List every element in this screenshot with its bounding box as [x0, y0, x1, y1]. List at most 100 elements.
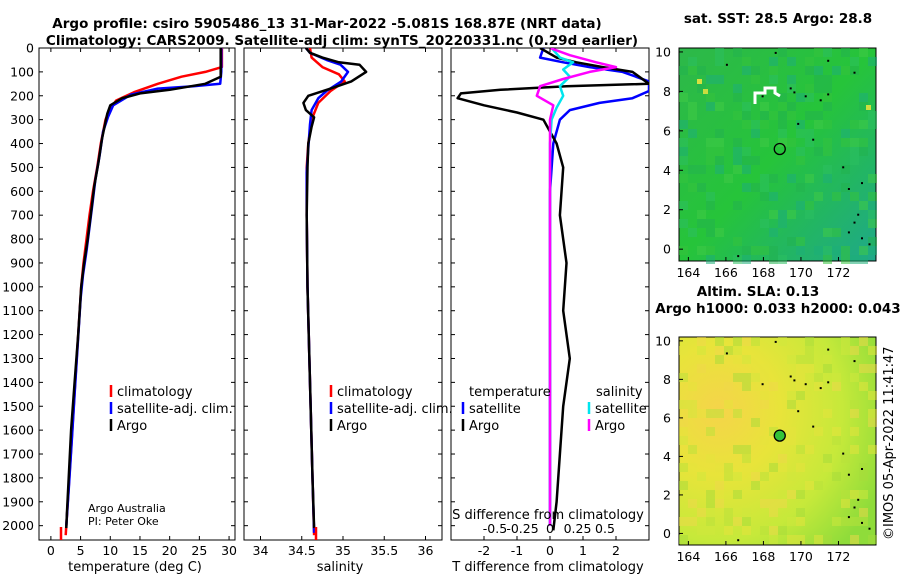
map-x-tick-label: 168	[751, 549, 775, 564]
sla-texture-cell	[733, 337, 742, 346]
sla-texture-cell	[751, 472, 760, 481]
sst-texture-cell	[706, 75, 715, 84]
sst-texture-cell	[688, 228, 697, 237]
sla-texture-cell	[841, 499, 850, 508]
sla-texture-cell	[706, 427, 715, 436]
sla-texture-cell	[787, 436, 796, 445]
sla-texture-cell	[850, 535, 859, 544]
sst-texture-cell	[733, 48, 742, 57]
series-line-argo	[302, 48, 368, 529]
sla-texture-cell	[805, 481, 814, 490]
coast-dot	[853, 221, 856, 224]
sla-texture-cell	[859, 337, 868, 346]
sst-texture-cell	[805, 138, 814, 147]
map-y-tick-label: 6	[663, 123, 671, 138]
sst-texture-cell	[706, 138, 715, 147]
sst-texture-cell	[787, 75, 796, 84]
y-tick-label: 500	[10, 160, 34, 175]
sst-texture-cell	[868, 192, 877, 201]
x-tick-label: 5	[77, 543, 85, 558]
sst-texture-cell	[805, 57, 814, 66]
sla-texture-cell	[697, 472, 706, 481]
sla-texture-cell	[697, 346, 706, 355]
sst-texture-cell	[769, 174, 778, 183]
sst-texture-cell	[679, 156, 688, 165]
map-y-tick-label: 8	[663, 372, 671, 387]
sla-texture-cell	[751, 337, 760, 346]
sst-texture-cell	[805, 84, 814, 93]
y-tick-label: 1100	[2, 303, 34, 318]
difference-xlabel: T difference from climatology	[451, 560, 644, 575]
sla-texture-cell	[679, 517, 688, 526]
sla-texture-cell	[751, 418, 760, 427]
sst-texture-cell	[715, 48, 724, 57]
coast-dot	[842, 166, 845, 169]
y-tick-label: 600	[10, 184, 34, 199]
sla-texture-cell	[796, 517, 805, 526]
sst-texture-cell	[841, 165, 850, 174]
y-tick-label: 700	[10, 208, 34, 223]
sst-texture-cell	[796, 183, 805, 192]
sst-texture-cell	[706, 219, 715, 228]
y-tick-label: 800	[10, 232, 34, 247]
map-x-tick-label: 170	[789, 265, 813, 280]
y-tick-label: 1800	[2, 470, 34, 485]
x-tick-label: -1	[511, 543, 523, 558]
sst-texture-cell	[715, 102, 724, 111]
sst-texture-cell	[769, 192, 778, 201]
x-tick-label: 15	[132, 543, 148, 558]
sst-texture-cell	[787, 210, 796, 219]
sla-profile-marker	[773, 429, 786, 442]
sla-texture-cell	[697, 364, 706, 373]
coast-dot	[857, 498, 860, 501]
sst-texture-cell	[841, 246, 850, 255]
sst-texture-cell	[715, 57, 724, 66]
coast-dot	[853, 71, 856, 74]
sla-texture-cell	[724, 472, 733, 481]
sla-texture-cell	[769, 463, 778, 472]
sst-texture-cell	[796, 237, 805, 246]
sla-texture-cell	[787, 535, 796, 544]
sst-texture-cell	[868, 111, 877, 120]
sst-texture-cell	[814, 111, 823, 120]
sst-texture-cell	[715, 75, 724, 84]
y-tick-label: 1400	[2, 375, 34, 390]
sla-texture-cell	[688, 517, 697, 526]
coast-dot	[847, 473, 850, 476]
sst-map-ticks: 164 166 168 170 172 0 2 4 6 8 10	[655, 44, 850, 280]
sst-texture-cell	[733, 84, 742, 93]
sst-texture-cell	[778, 120, 787, 129]
coast-dot	[793, 91, 796, 94]
sst-texture-cell	[706, 102, 715, 111]
sla-map-ticks: 164 166 168 170 172 0 2 4 6 8 10	[655, 333, 850, 564]
sst-warm-cell	[703, 89, 708, 94]
sla-texture-cell	[796, 364, 805, 373]
sla-texture-cell	[760, 373, 769, 382]
sst-texture-cell	[679, 66, 688, 75]
y-tick-label: 300	[10, 112, 34, 127]
sla-texture-cell	[814, 382, 823, 391]
x-tick-label: 1	[579, 543, 587, 558]
sla-texture-cell	[832, 382, 841, 391]
sst-texture-cell	[868, 201, 877, 210]
sst-texture-cell	[751, 246, 760, 255]
coast-dot	[861, 521, 863, 524]
y-tick-label: 2000	[2, 518, 34, 533]
sst-texture-cell	[769, 57, 778, 66]
coast-dot	[774, 340, 777, 343]
sla-texture-cell	[787, 517, 796, 526]
sst-texture-cell	[868, 210, 877, 219]
sst-texture-cell	[868, 174, 877, 183]
x-tick-label: 30	[221, 543, 237, 558]
sst-texture-cell	[733, 201, 742, 210]
y-tick-label: 1300	[2, 351, 34, 366]
y-tick-label: 1500	[2, 399, 34, 414]
sla-texture-cell	[859, 463, 868, 472]
sst-texture-cell	[715, 147, 724, 156]
sst-texture-cell	[751, 156, 760, 165]
sla-texture-cell	[814, 373, 823, 382]
sst-texture-cell	[688, 165, 697, 174]
sla-texture-cell	[760, 436, 769, 445]
sla-texture-cell	[787, 490, 796, 499]
map-y-tick-label: 10	[655, 44, 671, 59]
